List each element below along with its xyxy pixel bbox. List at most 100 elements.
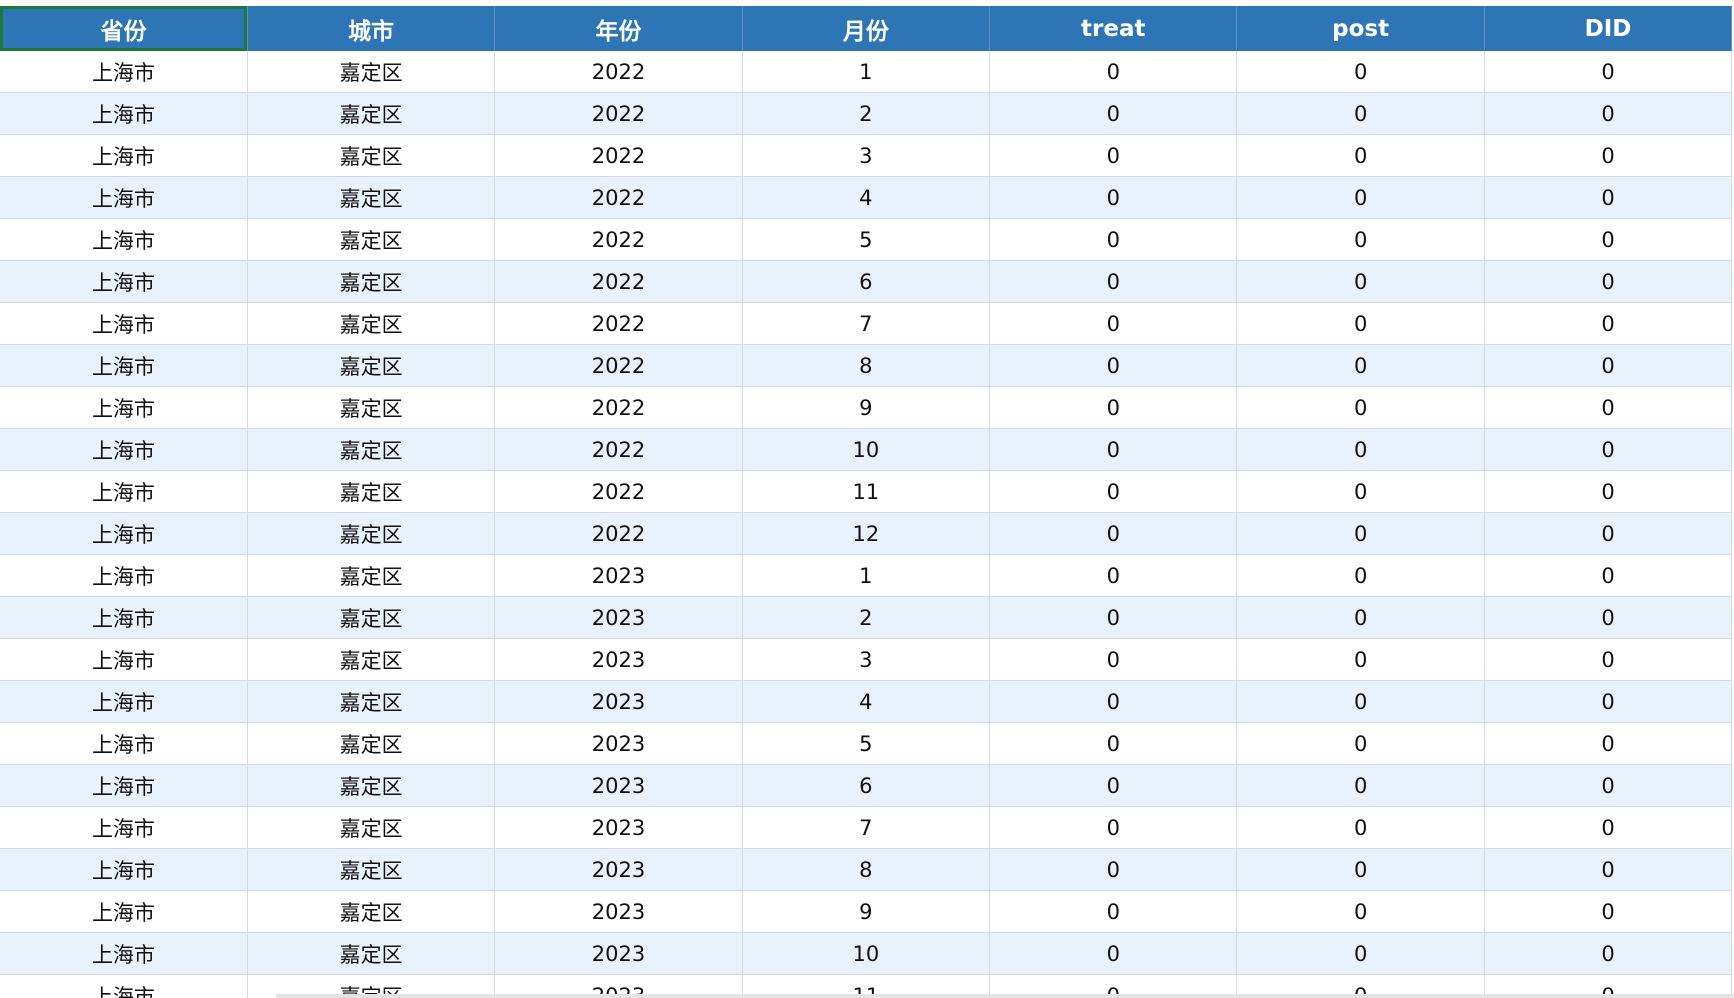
- table-cell[interactable]: 嘉定区: [247, 722, 496, 765]
- table-cell[interactable]: 0: [1484, 470, 1732, 513]
- table-cell[interactable]: 0: [1236, 134, 1485, 177]
- table-cell[interactable]: 0: [1236, 554, 1485, 597]
- table-cell[interactable]: 2: [742, 92, 991, 135]
- table-cell[interactable]: 嘉定区: [247, 680, 496, 723]
- table-cell[interactable]: 6: [742, 260, 991, 303]
- table-cell[interactable]: 0: [989, 470, 1238, 513]
- table-cell[interactable]: 0: [1236, 596, 1485, 639]
- table-cell[interactable]: 0: [1484, 512, 1732, 555]
- table-cell[interactable]: 5: [742, 722, 991, 765]
- table-cell[interactable]: 2022: [494, 512, 743, 555]
- table-cell[interactable]: 0: [989, 554, 1238, 597]
- scrollbar[interactable]: [276, 994, 1734, 998]
- table-cell[interactable]: 上海市: [0, 134, 248, 177]
- table-cell[interactable]: 上海市: [0, 218, 248, 261]
- table-cell[interactable]: 上海市: [0, 302, 248, 345]
- table-cell[interactable]: 0: [1484, 596, 1732, 639]
- table-cell[interactable]: 0: [1484, 932, 1732, 975]
- table-cell[interactable]: 7: [742, 806, 991, 849]
- table-cell[interactable]: 0: [989, 638, 1238, 681]
- table-cell[interactable]: 2023: [494, 638, 743, 681]
- table-cell[interactable]: 0: [1236, 386, 1485, 429]
- table-cell[interactable]: 上海市: [0, 470, 248, 513]
- table-cell[interactable]: 0: [989, 722, 1238, 765]
- table-cell[interactable]: 2022: [494, 470, 743, 513]
- table-cell[interactable]: 0: [1236, 932, 1485, 975]
- table-cell[interactable]: 7: [742, 302, 991, 345]
- table-cell[interactable]: 嘉定区: [247, 51, 496, 93]
- table-cell[interactable]: 2022: [494, 260, 743, 303]
- table-cell[interactable]: 2023: [494, 554, 743, 597]
- table-cell[interactable]: 2023: [494, 806, 743, 849]
- table-cell[interactable]: 0: [989, 260, 1238, 303]
- table-cell[interactable]: 0: [1236, 428, 1485, 471]
- table-cell[interactable]: 0: [1484, 302, 1732, 345]
- table-cell[interactable]: 2023: [494, 764, 743, 807]
- table-cell[interactable]: 0: [1484, 51, 1732, 93]
- table-cell[interactable]: 嘉定区: [247, 554, 496, 597]
- table-cell[interactable]: 嘉定区: [247, 176, 496, 219]
- table-cell[interactable]: 0: [989, 596, 1238, 639]
- table-cell[interactable]: 2022: [494, 92, 743, 135]
- table-cell[interactable]: 12: [742, 512, 991, 555]
- table-cell[interactable]: 9: [742, 386, 991, 429]
- table-cell[interactable]: 上海市: [0, 890, 248, 933]
- table-cell[interactable]: 0: [989, 428, 1238, 471]
- table-cell[interactable]: 上海市: [0, 428, 248, 471]
- table-cell[interactable]: 上海市: [0, 176, 248, 219]
- column-header[interactable]: treat: [989, 6, 1238, 51]
- table-cell[interactable]: 0: [989, 848, 1238, 891]
- table-cell[interactable]: 上海市: [0, 344, 248, 387]
- column-header[interactable]: post: [1236, 6, 1485, 51]
- table-cell[interactable]: 0: [989, 51, 1238, 93]
- table-cell[interactable]: 0: [989, 890, 1238, 933]
- table-cell[interactable]: 2022: [494, 176, 743, 219]
- table-cell[interactable]: 3: [742, 638, 991, 681]
- table-cell[interactable]: 嘉定区: [247, 806, 496, 849]
- table-cell[interactable]: 0: [989, 512, 1238, 555]
- table-cell[interactable]: 0: [1236, 470, 1485, 513]
- table-cell[interactable]: 0: [1236, 890, 1485, 933]
- table-cell[interactable]: 上海市: [0, 680, 248, 723]
- table-cell[interactable]: 上海市: [0, 386, 248, 429]
- table-cell[interactable]: 3: [742, 134, 991, 177]
- table-cell[interactable]: 2: [742, 596, 991, 639]
- table-cell[interactable]: 5: [742, 218, 991, 261]
- table-cell[interactable]: 0: [989, 932, 1238, 975]
- table-cell[interactable]: 2023: [494, 722, 743, 765]
- table-cell[interactable]: 上海市: [0, 512, 248, 555]
- table-cell[interactable]: 2022: [494, 428, 743, 471]
- table-cell[interactable]: 上海市: [0, 638, 248, 681]
- table-cell[interactable]: 0: [989, 806, 1238, 849]
- table-cell[interactable]: 0: [1236, 344, 1485, 387]
- table-cell[interactable]: 上海市: [0, 554, 248, 597]
- table-cell[interactable]: 嘉定区: [247, 344, 496, 387]
- table-cell[interactable]: 0: [1484, 680, 1732, 723]
- table-cell[interactable]: 嘉定区: [247, 92, 496, 135]
- table-cell[interactable]: 上海市: [0, 974, 248, 998]
- table-cell[interactable]: 0: [1236, 176, 1485, 219]
- table-cell[interactable]: 1: [742, 554, 991, 597]
- table-cell[interactable]: 0: [989, 764, 1238, 807]
- table-cell[interactable]: 0: [1484, 344, 1732, 387]
- table-cell[interactable]: 8: [742, 848, 991, 891]
- table-cell[interactable]: 2022: [494, 218, 743, 261]
- table-cell[interactable]: 嘉定区: [247, 932, 496, 975]
- table-cell[interactable]: 2023: [494, 848, 743, 891]
- table-cell[interactable]: 11: [742, 974, 991, 998]
- table-cell[interactable]: 0: [1236, 51, 1485, 93]
- table-cell[interactable]: 嘉定区: [247, 596, 496, 639]
- table-cell[interactable]: 2023: [494, 680, 743, 723]
- table-cell[interactable]: 10: [742, 932, 991, 975]
- table-cell[interactable]: 嘉定区: [247, 638, 496, 681]
- table-cell[interactable]: 1: [742, 51, 991, 93]
- table-cell[interactable]: 0: [1484, 92, 1732, 135]
- table-cell[interactable]: 0: [1484, 764, 1732, 807]
- table-cell[interactable]: 11: [742, 470, 991, 513]
- table-cell[interactable]: 嘉定区: [247, 386, 496, 429]
- table-cell[interactable]: 0: [1484, 638, 1732, 681]
- table-cell[interactable]: 0: [989, 302, 1238, 345]
- table-cell[interactable]: 0: [989, 134, 1238, 177]
- table-cell[interactable]: 0: [1484, 806, 1732, 849]
- table-cell[interactable]: 0: [1484, 554, 1732, 597]
